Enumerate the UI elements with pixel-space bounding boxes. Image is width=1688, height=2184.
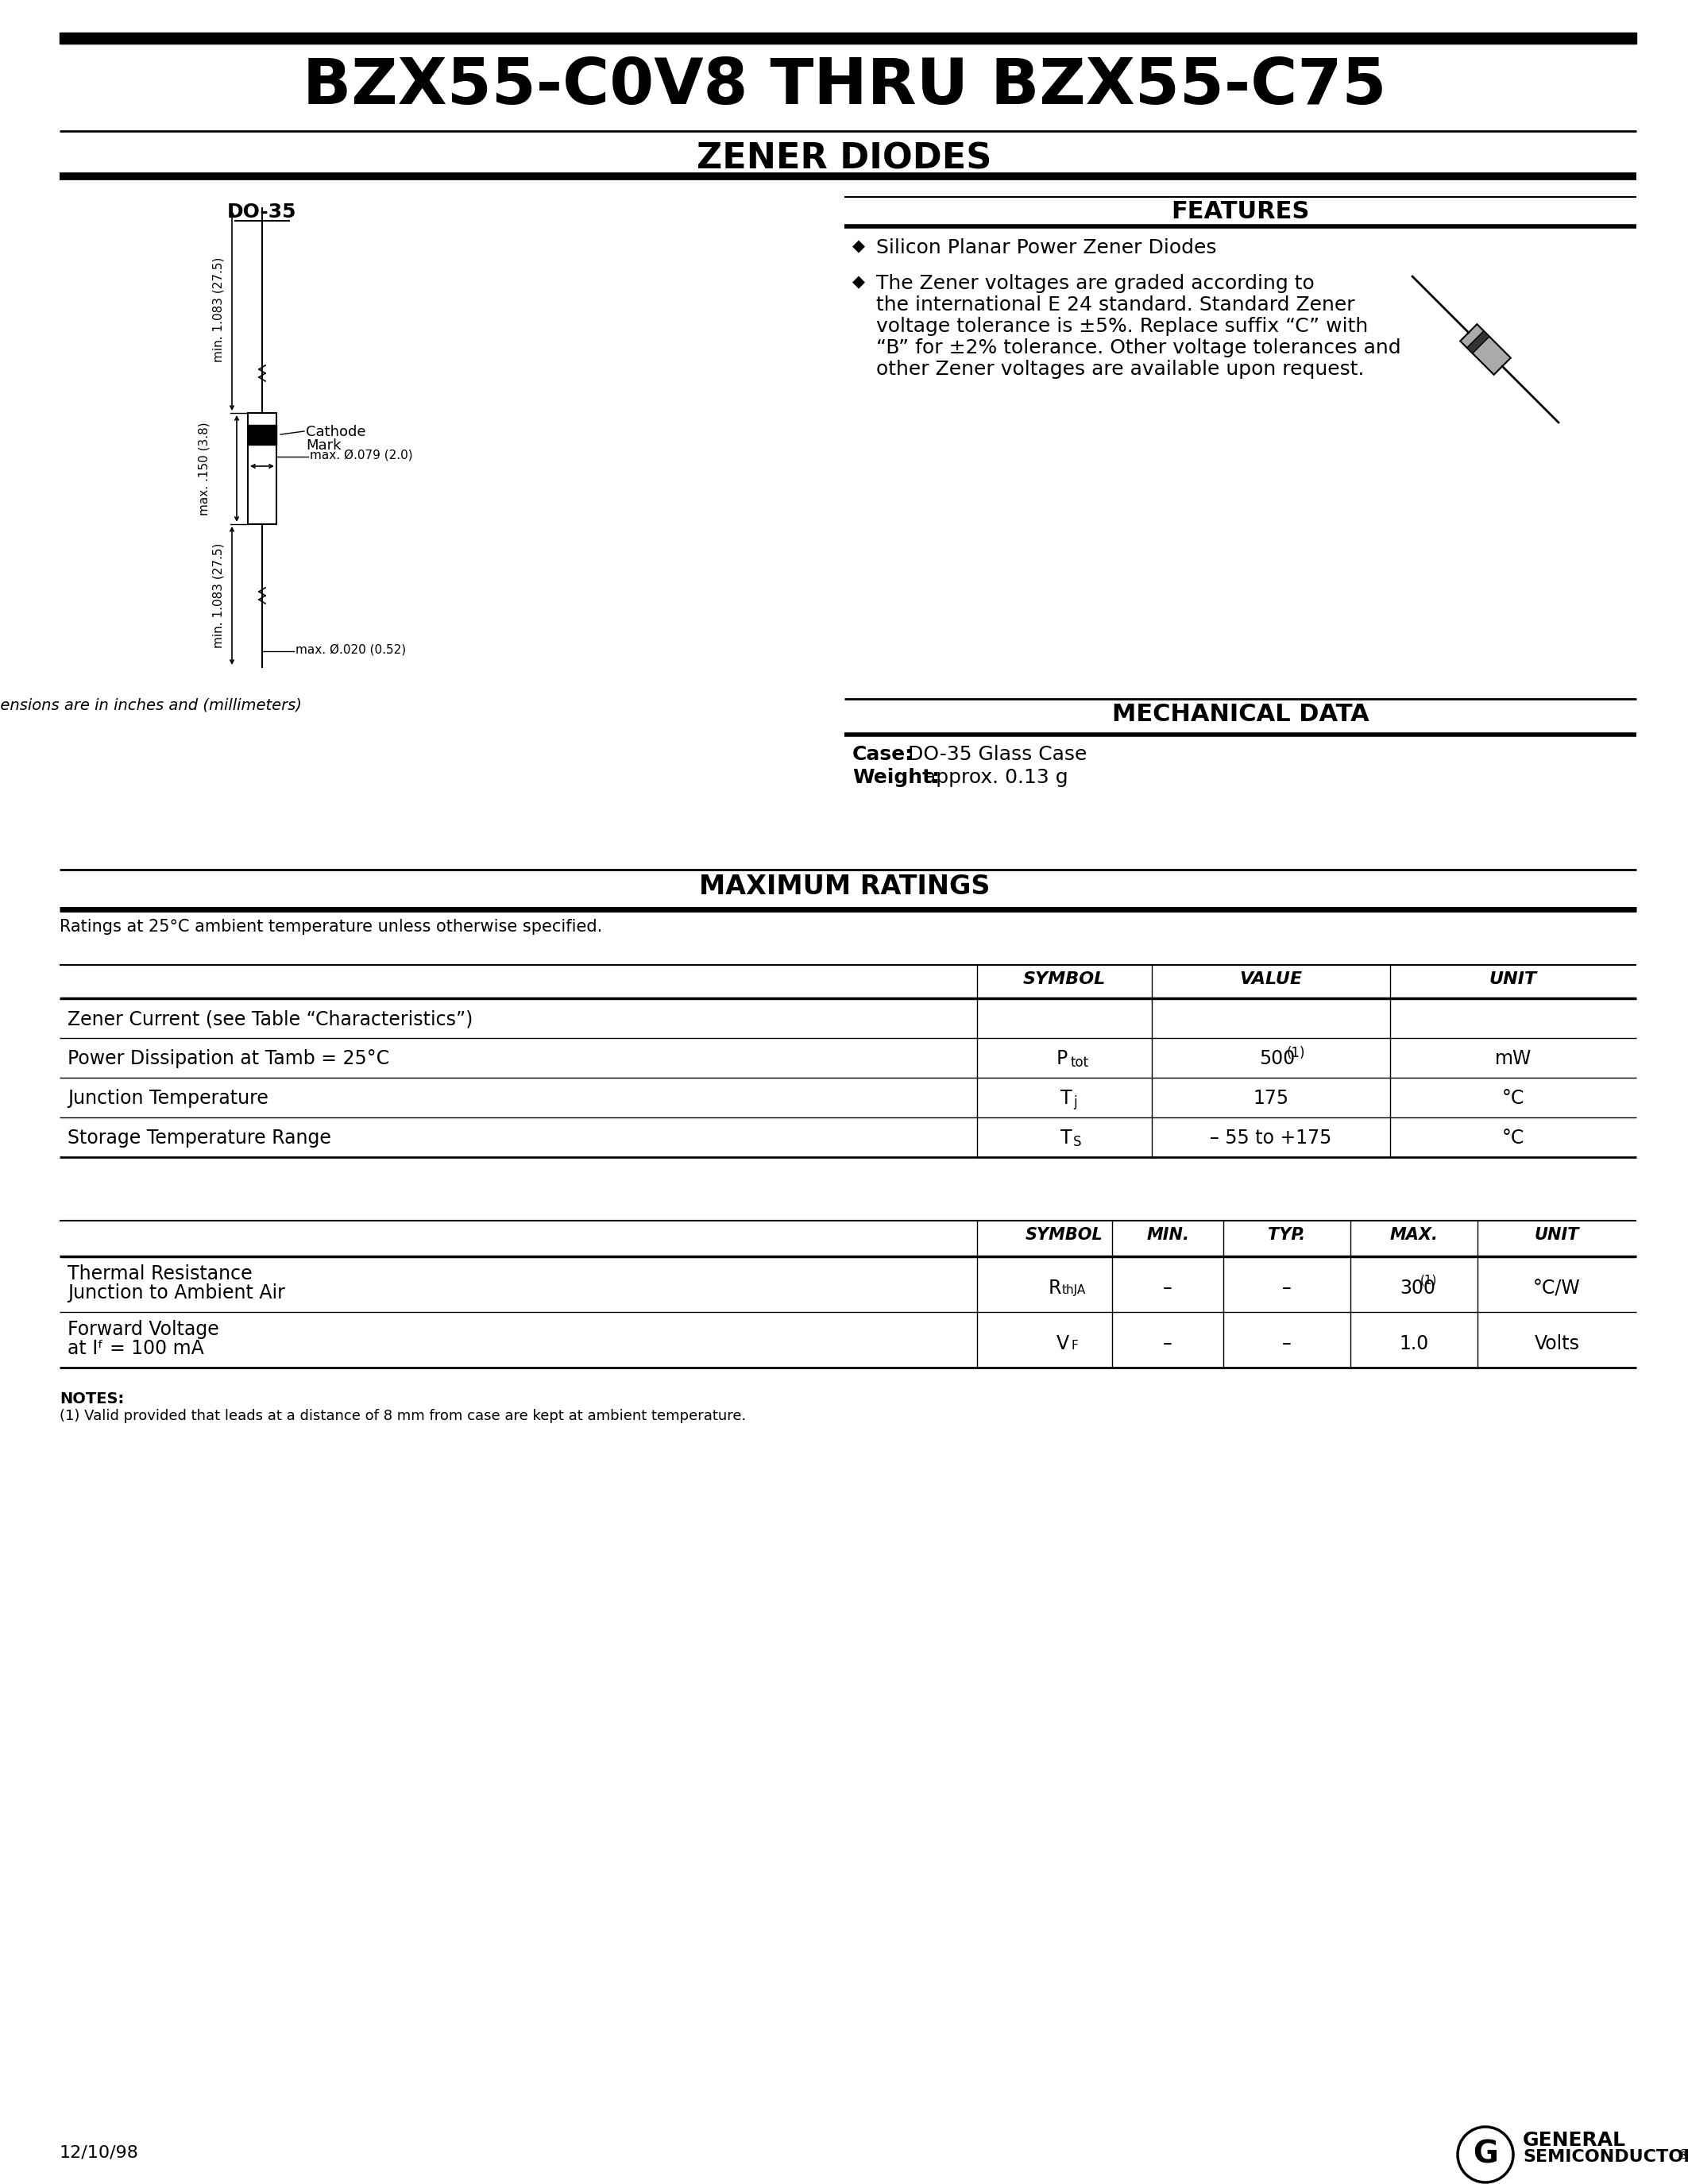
Text: max. Ø.079 (2.0): max. Ø.079 (2.0) <box>311 450 414 461</box>
Text: VALUE: VALUE <box>1239 972 1303 987</box>
Text: Cathode: Cathode <box>306 426 366 439</box>
Text: (1) Valid provided that leads at a distance of 8 mm from case are kept at ambien: (1) Valid provided that leads at a dista… <box>59 1409 746 1424</box>
Text: G: G <box>1472 2140 1499 2169</box>
Text: other Zener voltages are available upon request.: other Zener voltages are available upon … <box>876 360 1364 378</box>
Text: Mark: Mark <box>306 439 341 452</box>
Text: V: V <box>1057 1334 1069 1354</box>
Text: MECHANICAL DATA: MECHANICAL DATA <box>1112 703 1369 725</box>
Text: SYMBOL: SYMBOL <box>1023 972 1106 987</box>
Text: TYP.: TYP. <box>1268 1227 1305 1243</box>
Text: MAXIMUM RATINGS: MAXIMUM RATINGS <box>699 874 989 900</box>
Text: Ratings at 25°C ambient temperature unless otherwise specified.: Ratings at 25°C ambient temperature unle… <box>59 919 603 935</box>
Text: max. Ø.020 (0.52): max. Ø.020 (0.52) <box>295 644 407 655</box>
Text: Zener Current (see Table “Characteristics”): Zener Current (see Table “Characteristic… <box>68 1009 473 1029</box>
Text: min. 1.083 (27.5): min. 1.083 (27.5) <box>213 258 225 363</box>
Text: MIN.: MIN. <box>1146 1227 1188 1243</box>
Text: 1.0: 1.0 <box>1399 1334 1428 1354</box>
Text: “B” for ±2% tolerance. Other voltage tolerances and: “B” for ±2% tolerance. Other voltage tol… <box>876 339 1401 358</box>
Text: Junction to Ambient Air: Junction to Ambient Air <box>68 1284 285 1302</box>
Text: ◆: ◆ <box>852 273 864 290</box>
Text: The Zener voltages are graded according to: The Zener voltages are graded according … <box>876 273 1315 293</box>
Text: Silicon Planar Power Zener Diodes: Silicon Planar Power Zener Diodes <box>876 238 1217 258</box>
Text: DO-35 Glass Case: DO-35 Glass Case <box>908 745 1087 764</box>
Text: mW: mW <box>1496 1048 1531 1068</box>
Text: voltage tolerance is ±5%. Replace suffix “C” with: voltage tolerance is ±5%. Replace suffix… <box>876 317 1367 336</box>
Bar <box>248 426 277 446</box>
Text: Storage Temperature Range: Storage Temperature Range <box>68 1129 331 1147</box>
Text: 500: 500 <box>1259 1048 1295 1068</box>
Text: DO-35: DO-35 <box>228 203 297 221</box>
Text: 12/10/98: 12/10/98 <box>59 2145 138 2160</box>
Text: BZX55-C0V8 THRU BZX55-C75: BZX55-C0V8 THRU BZX55-C75 <box>302 55 1386 118</box>
Bar <box>59 33 1636 44</box>
Text: tot: tot <box>1070 1055 1089 1070</box>
Text: T: T <box>1060 1129 1072 1147</box>
Text: the international E 24 standard. Standard Zener: the international E 24 standard. Standar… <box>876 295 1355 314</box>
Text: T: T <box>1060 1090 1072 1107</box>
Text: MAX.: MAX. <box>1389 1227 1438 1243</box>
Text: GENERAL: GENERAL <box>1523 2132 1626 2149</box>
Text: (1): (1) <box>1286 1046 1305 1059</box>
Text: S: S <box>1074 1136 1082 1149</box>
Text: –: – <box>1163 1278 1173 1297</box>
Text: ZENER DIODES: ZENER DIODES <box>697 142 993 175</box>
Text: °C: °C <box>1502 1129 1524 1147</box>
Text: UNIT: UNIT <box>1534 1227 1580 1243</box>
Text: ®: ® <box>1678 2149 1688 2160</box>
Text: Volts: Volts <box>1534 1334 1580 1354</box>
Text: Forward Voltage: Forward Voltage <box>68 1319 219 1339</box>
Text: max. .150 (3.8): max. .150 (3.8) <box>197 422 209 515</box>
Text: P: P <box>1057 1048 1069 1068</box>
Polygon shape <box>1467 332 1489 354</box>
Text: SEMICONDUCTOR: SEMICONDUCTOR <box>1523 2149 1688 2164</box>
Text: SYMBOL: SYMBOL <box>1026 1227 1104 1243</box>
Text: –: – <box>1163 1334 1173 1354</box>
Text: approx. 0.13 g: approx. 0.13 g <box>923 769 1069 786</box>
Text: –: – <box>1283 1278 1291 1297</box>
Text: (1): (1) <box>1420 1273 1436 1286</box>
Text: FEATURES: FEATURES <box>1171 201 1310 223</box>
Text: Junction Temperature: Junction Temperature <box>68 1090 268 1107</box>
Text: Thermal Resistance: Thermal Resistance <box>68 1265 252 1284</box>
Text: Power Dissipation at Tamb = 25°C: Power Dissipation at Tamb = 25°C <box>68 1048 390 1068</box>
Text: Dimensions are in inches and (millimeters): Dimensions are in inches and (millimeter… <box>0 697 302 712</box>
Text: 175: 175 <box>1252 1090 1290 1107</box>
Text: –: – <box>1283 1334 1291 1354</box>
Text: Weight:: Weight: <box>852 769 940 786</box>
Text: thJA: thJA <box>1062 1284 1085 1295</box>
Text: UNIT: UNIT <box>1489 972 1538 987</box>
Text: °C: °C <box>1502 1090 1524 1107</box>
Text: 300: 300 <box>1399 1278 1435 1297</box>
Text: – 55 to +175: – 55 to +175 <box>1210 1129 1332 1147</box>
Text: Case:: Case: <box>852 745 913 764</box>
Text: R: R <box>1048 1278 1062 1297</box>
Text: j: j <box>1074 1094 1077 1109</box>
Polygon shape <box>1460 323 1511 376</box>
Text: NOTES:: NOTES: <box>59 1391 125 1406</box>
Text: F: F <box>1072 1339 1079 1352</box>
Bar <box>248 413 277 524</box>
Text: °C/W: °C/W <box>1533 1278 1580 1297</box>
Text: min. 1.083 (27.5): min. 1.083 (27.5) <box>213 544 225 649</box>
Text: at Iᶠ = 100 mA: at Iᶠ = 100 mA <box>68 1339 204 1358</box>
Text: ◆: ◆ <box>852 238 864 253</box>
